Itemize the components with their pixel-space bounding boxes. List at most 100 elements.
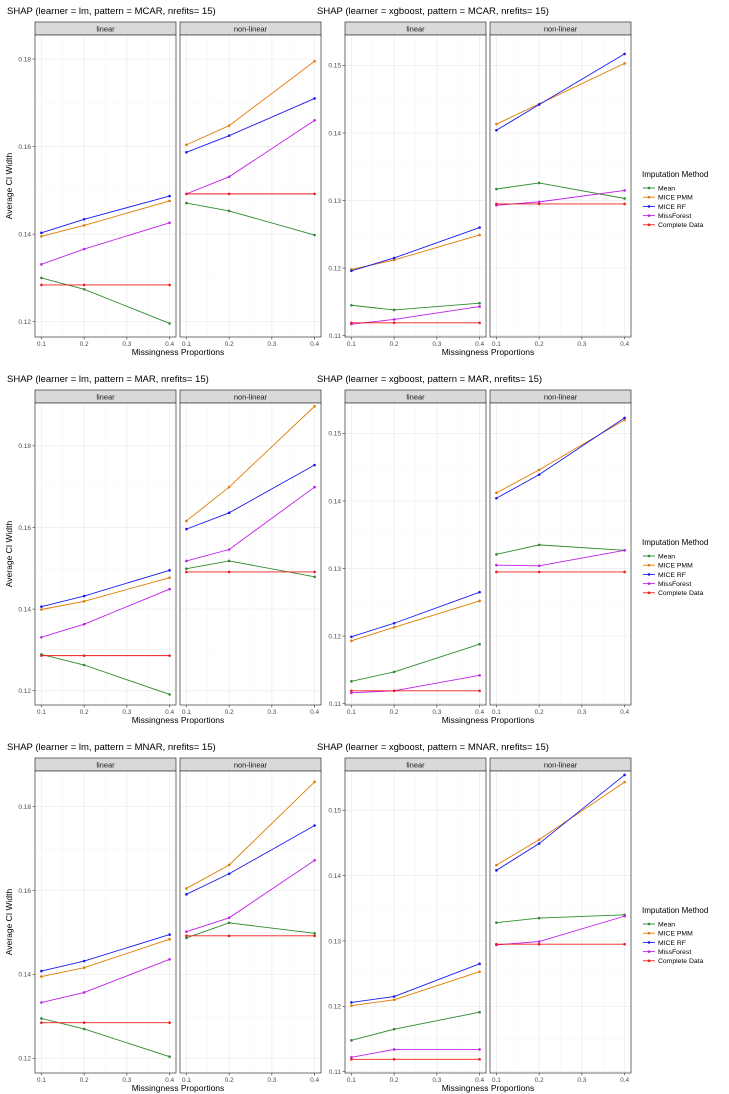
x-tick-label: 0.1 [492, 341, 501, 348]
legend-label: MissForest [658, 581, 691, 588]
y-tick-label: 0.14 [18, 606, 31, 613]
y-tick-label: 0.13 [328, 566, 341, 573]
legend-label: MissForest [658, 213, 691, 220]
data-point [227, 124, 231, 127]
facet-strip-label: non-linear [544, 760, 578, 769]
y-tick-label: 0.15 [328, 431, 341, 438]
legend-key-point [647, 931, 651, 935]
legend: Imputation Method Mean MICE PMM MICE RF Miss… [642, 906, 708, 965]
panel-border [489, 402, 632, 706]
series-missforest [40, 958, 171, 1004]
data-point [227, 934, 231, 938]
facet-strip-label: non-linear [234, 392, 268, 401]
data-point [82, 1027, 86, 1031]
data-point [313, 932, 316, 935]
data-point [495, 496, 498, 500]
data-point [392, 998, 396, 1002]
legend-item: Complete Data [643, 590, 704, 597]
data-point [313, 192, 316, 196]
data-point [313, 934, 316, 938]
data-point [313, 780, 316, 784]
y-tick-label: 0.12 [328, 633, 341, 640]
data-point [478, 233, 481, 237]
series-mice-rf [185, 463, 316, 531]
legend: Imputation Method Mean MICE PMM MICE RF Miss… [642, 170, 708, 229]
data-point [350, 321, 353, 325]
legend-key-point [647, 214, 651, 217]
data-point [185, 201, 188, 205]
series-mice-pmm [185, 780, 316, 890]
data-point [82, 217, 86, 221]
legend-key-point [647, 223, 651, 227]
facet-non-linear: non-linear 0.1 0.2 0.3 0.4 [179, 389, 322, 716]
data-point [623, 570, 626, 574]
facet-strip-label: linear [96, 760, 115, 769]
data-point [185, 559, 188, 563]
legend-item: MICE RF [643, 204, 686, 211]
data-point [40, 608, 43, 611]
series-mice-rf [185, 97, 316, 154]
x-tick-label: 0.2 [390, 709, 399, 716]
data-point [478, 301, 481, 305]
data-point [392, 308, 396, 312]
legend-label: MICE PMM [658, 563, 693, 570]
data-point [168, 587, 171, 591]
x-axis-title: Missingness Proportions [442, 1083, 535, 1093]
series-mean [185, 201, 316, 237]
legend-key-point [647, 941, 651, 944]
facet-linear: linear 0.1 0.2 0.3 0.4 0.12 0.14 0.16 0.18 [18, 757, 177, 1084]
facet-linear: linear 0.1 0.2 0.3 0.4 0.11 0.12 0.13 0.14 0.15 [328, 389, 487, 716]
data-point [478, 321, 481, 325]
y-tick-label: 0.14 [328, 498, 341, 505]
x-tick-label: 0.4 [475, 1077, 484, 1084]
data-point [227, 175, 231, 179]
x-tick-label: 0.3 [432, 709, 441, 716]
series-complete-data [350, 689, 481, 693]
x-tick-label: 0.1 [182, 1077, 191, 1084]
data-point [40, 969, 43, 973]
legend-label: Mean [658, 185, 675, 192]
data-point [623, 773, 626, 777]
y-tick-label: 0.12 [328, 1004, 341, 1011]
legend-item: Mean [643, 553, 675, 560]
data-point [623, 418, 626, 422]
series-mean [495, 181, 626, 200]
data-point [623, 548, 626, 552]
series-mice-rf [495, 416, 626, 500]
series-mean [40, 276, 171, 325]
series-mean [40, 1017, 171, 1058]
data-point [537, 200, 541, 204]
facet-strip-label: linear [406, 392, 425, 401]
legend-item: Mean [643, 185, 675, 192]
facet-strip-label: linear [96, 392, 115, 401]
data-point [227, 921, 231, 925]
chart-5: SHAP (learner = lm, pattern = MNAR, nref… [4, 742, 322, 1093]
chart-title: SHAP (learner = lm, pattern = MCAR, nref… [7, 6, 216, 17]
data-point [40, 635, 43, 639]
data-point [185, 192, 188, 196]
legend: Imputation Method Mean MICE PMM MICE RF Miss… [642, 538, 708, 597]
data-point [392, 256, 396, 260]
facet-non-linear: non-linear 0.1 0.2 0.3 0.4 [489, 21, 632, 348]
legend-label: Complete Data [658, 590, 704, 597]
data-point [82, 594, 86, 598]
x-tick-label: 0.2 [80, 1077, 89, 1084]
data-point [537, 942, 541, 946]
y-tick-label: 0.11 [329, 1069, 342, 1076]
data-point [478, 1010, 481, 1014]
data-point [313, 404, 316, 408]
x-tick-label: 0.1 [492, 709, 501, 716]
x-axis-title: Missingness Proportions [442, 347, 535, 357]
panel-border [179, 770, 322, 1074]
data-point [168, 221, 171, 225]
legend-key-point [647, 959, 651, 963]
data-point [495, 553, 498, 556]
data-point [227, 916, 231, 920]
x-tick-label: 0.1 [347, 709, 356, 716]
panel-border [344, 402, 487, 706]
facet-linear: linear 0.1 0.2 0.3 0.4 0.12 0.14 0.16 0.18 [18, 21, 177, 348]
data-point [537, 838, 541, 841]
series-complete-data [40, 654, 171, 657]
data-point [185, 567, 188, 570]
